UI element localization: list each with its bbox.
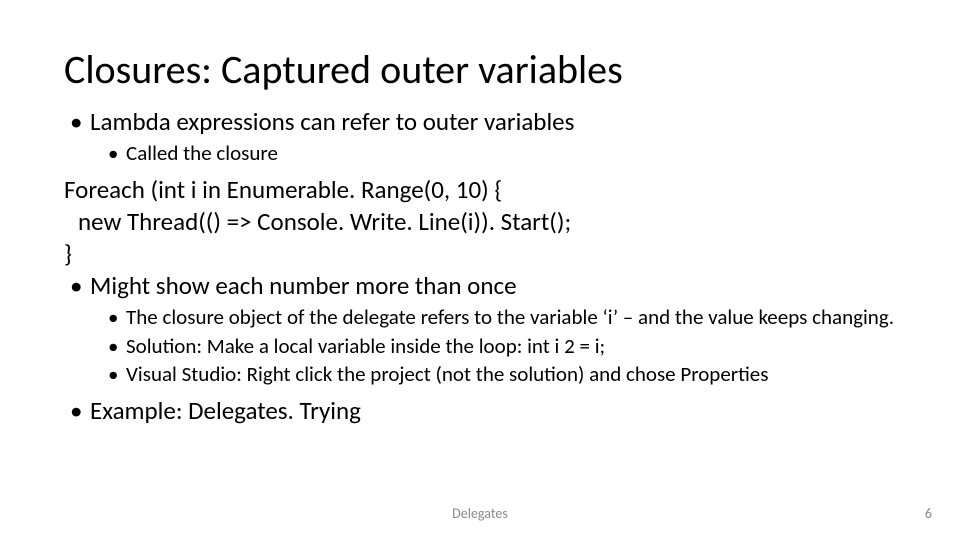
page-number: 6 xyxy=(925,505,932,522)
bullet-example: Example: Delegates. Trying xyxy=(64,395,896,427)
bullet-might-show: Might show each number more than once xyxy=(64,270,896,302)
bullet-lambda-outer: Lambda expressions can refer to outer va… xyxy=(64,106,896,138)
subbullet-closure-obj: The closure object of the delegate refer… xyxy=(64,304,896,330)
subbullet-visual-studio: Visual Studio: Right click the project (… xyxy=(64,361,896,387)
subbullet-closure: Called the closure xyxy=(64,140,896,166)
code-line-1: Foreach (int i in Enumerable. Range(0, 1… xyxy=(64,174,896,206)
code-line-2: new Thread(() => Console. Write. Line(i)… xyxy=(64,206,896,238)
code-line-3: } xyxy=(64,238,896,270)
footer-title: Delegates xyxy=(0,505,960,522)
slide-title: Closures: Captured outer variables xyxy=(64,48,896,92)
subbullet-solution: Solution: Make a local variable inside t… xyxy=(64,333,896,359)
slide: Closures: Captured outer variables Lambd… xyxy=(0,0,960,540)
